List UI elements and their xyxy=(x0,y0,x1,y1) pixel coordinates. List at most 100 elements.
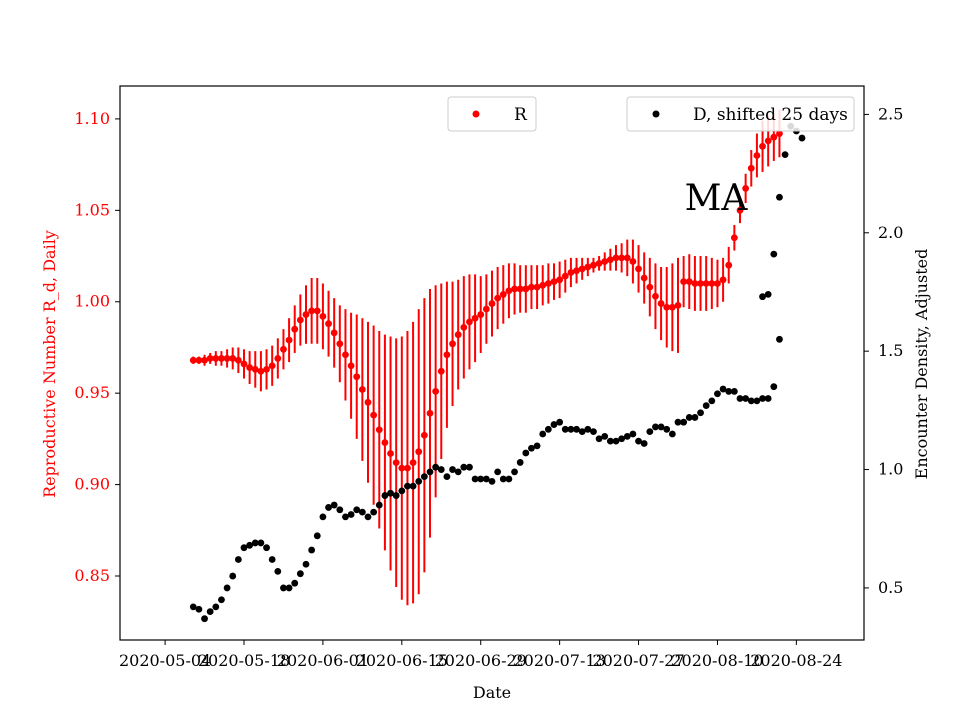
r-point xyxy=(522,285,530,293)
r-point xyxy=(505,287,513,295)
r-point xyxy=(612,254,620,262)
r-point xyxy=(432,387,440,395)
d-point xyxy=(759,293,766,301)
r-point xyxy=(601,258,609,265)
d-point xyxy=(234,556,242,563)
annotation-ma: MA xyxy=(685,178,749,219)
d-point xyxy=(302,560,310,568)
r-point xyxy=(652,292,659,300)
legend-d-box xyxy=(626,96,855,132)
r-point xyxy=(280,345,287,353)
d-point xyxy=(499,475,507,483)
d-point xyxy=(291,579,299,587)
r-point xyxy=(342,351,349,359)
left-axis-label: Reproductive Number R_d, Daily xyxy=(40,230,59,498)
r-point xyxy=(646,283,654,291)
d-point xyxy=(212,603,220,611)
r-point xyxy=(640,274,648,282)
r-point xyxy=(336,340,344,348)
d-point xyxy=(736,395,744,402)
r-point xyxy=(539,281,547,289)
r-point xyxy=(325,320,332,328)
d-point xyxy=(347,511,355,518)
r-point xyxy=(657,300,665,307)
r-point xyxy=(409,459,417,467)
r-point xyxy=(420,431,428,439)
d-point xyxy=(240,544,248,552)
d-point xyxy=(325,504,332,511)
r-point xyxy=(753,152,761,159)
d-point xyxy=(753,397,761,405)
r-point xyxy=(742,184,750,192)
d-point xyxy=(251,539,259,547)
r-point xyxy=(629,258,637,265)
d-point xyxy=(195,605,203,613)
r-point xyxy=(381,439,389,446)
r-point xyxy=(189,356,197,364)
d-point xyxy=(274,567,282,575)
d-point xyxy=(573,425,580,433)
d-point xyxy=(268,556,276,563)
r-point xyxy=(573,267,580,275)
left-axis: 0.85 0.90 0.95 1.00 1.05 1.10 xyxy=(74,109,120,585)
r-point xyxy=(460,323,468,331)
r-point xyxy=(387,450,394,457)
right-tick-label: 1.0 xyxy=(878,460,903,479)
r-point xyxy=(674,302,682,309)
d-point xyxy=(759,395,766,402)
d-point xyxy=(246,541,254,549)
legend-d-marker xyxy=(652,110,660,118)
legend-r: R xyxy=(447,96,537,132)
d-point xyxy=(201,615,208,623)
r-point xyxy=(635,265,642,273)
r-point xyxy=(471,314,479,322)
right-tick-label: 1.5 xyxy=(878,341,903,360)
r-point xyxy=(246,364,254,371)
left-tick-label: 0.90 xyxy=(74,475,110,494)
legend-d-label: D, shifted 25 days xyxy=(693,105,848,125)
r-point xyxy=(398,464,406,472)
d-point xyxy=(353,506,361,514)
d-point xyxy=(443,473,451,481)
d-point xyxy=(764,290,772,298)
r-point xyxy=(663,303,671,311)
d-point xyxy=(454,468,462,476)
d-point xyxy=(460,463,468,471)
d-point xyxy=(742,395,750,402)
d-point xyxy=(387,489,394,497)
r-point xyxy=(544,280,552,287)
r-point xyxy=(296,316,304,324)
left-tick-label: 1.05 xyxy=(74,200,110,219)
d-point xyxy=(319,513,327,521)
d-point xyxy=(550,421,558,428)
d-point xyxy=(313,532,321,540)
r-point xyxy=(308,307,316,315)
d-point xyxy=(629,430,637,438)
d-point xyxy=(505,475,513,483)
d-point xyxy=(691,414,699,421)
d-point xyxy=(218,596,225,604)
r-point xyxy=(370,411,378,419)
r-point xyxy=(330,329,338,337)
x-tick-label: 2020-07-13 xyxy=(514,651,606,670)
left-tick-label: 1.00 xyxy=(74,292,110,311)
r-point xyxy=(691,280,699,287)
d-point xyxy=(680,418,688,426)
right-axis: 0.5 1.0 1.5 2.0 2.5 xyxy=(864,104,903,597)
r-point xyxy=(251,365,259,373)
x-axis: 2020-05-042020-05-182020-06-012020-06-15… xyxy=(119,640,842,670)
right-tick-label: 2.5 xyxy=(878,104,903,123)
d-point xyxy=(668,430,676,438)
d-point xyxy=(776,335,783,343)
d-point xyxy=(189,603,197,611)
d-point xyxy=(308,546,316,554)
r-point xyxy=(353,373,361,381)
r-point xyxy=(595,259,603,267)
r-series xyxy=(189,109,783,606)
d-series xyxy=(189,122,806,623)
r-point xyxy=(223,355,231,362)
r-point xyxy=(606,256,614,264)
d-point xyxy=(584,425,592,433)
d-point xyxy=(640,440,648,447)
d-point xyxy=(635,437,642,445)
